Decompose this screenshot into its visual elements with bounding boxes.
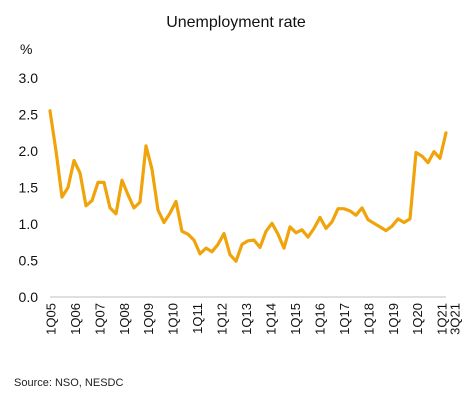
series-group	[48, 109, 448, 263]
x-tick-label: 1Q13	[239, 303, 254, 335]
x-tick-label: 1Q12	[215, 303, 230, 335]
x-tick-label: 3Q21	[447, 303, 462, 335]
y-tick-label: 2.5	[19, 107, 39, 123]
y-axis-ticks: 0.0 0.5 1.0 1.5 2.0 2.5 3.0	[19, 70, 39, 305]
x-tick-label: 1Q15	[288, 303, 303, 335]
unemployment-rate-line	[48, 109, 448, 263]
x-tick-label: 1Q18	[361, 303, 376, 335]
x-tick-label: 1Q17	[337, 303, 352, 335]
y-tick-label: 0.5	[19, 253, 39, 269]
x-tick-label: 1Q14	[264, 303, 279, 335]
y-tick-label: 2.0	[19, 143, 39, 159]
x-tick-label: 1Q16	[312, 303, 327, 335]
x-tick-label: 1Q08	[117, 303, 132, 335]
x-tick-label: 1Q11	[190, 303, 205, 334]
x-tick-label: 1Q07	[92, 303, 107, 335]
x-tick-label: 1Q10	[166, 303, 181, 335]
source-note: Source: NSO, NESDC	[14, 377, 123, 389]
y-tick-label: 3.0	[19, 70, 39, 86]
x-tick-label: 1Q05	[43, 303, 58, 335]
x-axis-ticks: 1Q05 1Q06 1Q07 1Q08 1Q09 1Q10 1Q11 1Q12 1Q13 1Q14…	[43, 303, 462, 335]
y-tick-label: 0.0	[19, 289, 39, 305]
chart-title: Unemployment rate	[166, 14, 306, 31]
x-tick-label: 1Q19	[386, 303, 401, 335]
x-tick-label: 1Q09	[141, 303, 156, 335]
y-tick-label: 1.5	[19, 180, 39, 196]
x-tick-label: 1Q21	[435, 303, 450, 335]
x-tick-label: 1Q06	[68, 303, 83, 335]
y-axis-unit: %	[20, 41, 32, 57]
y-tick-label: 1.0	[19, 216, 39, 232]
x-tick-label: 1Q20	[410, 303, 425, 335]
